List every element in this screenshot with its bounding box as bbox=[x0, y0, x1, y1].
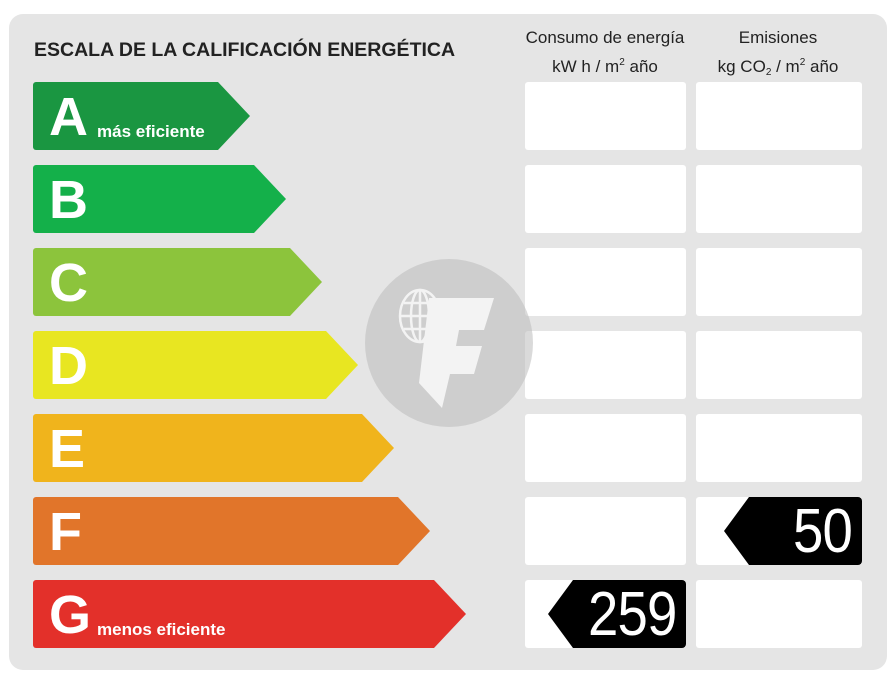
energy-column-unit: kW h / m2 año bbox=[552, 57, 658, 76]
emissions-value: 50 bbox=[793, 497, 853, 566]
rating-letter-c: C bbox=[49, 253, 88, 313]
energy-cell-a bbox=[525, 82, 686, 150]
emissions-cell-g bbox=[696, 580, 862, 648]
energy-cell-b bbox=[525, 165, 686, 233]
emissions-cell-a bbox=[696, 82, 862, 150]
energy-cell-f bbox=[525, 497, 686, 565]
energy-cell-d bbox=[525, 331, 686, 399]
page-title: ESCALA DE LA CALIFICACIÓN ENERGÉTICA bbox=[34, 39, 456, 61]
rating-bar-f: F bbox=[33, 497, 430, 565]
rating-letter-b: B bbox=[49, 170, 88, 230]
rating-note-g: menos eficiente bbox=[97, 620, 226, 639]
energy-value-badge: 259 bbox=[548, 580, 686, 648]
emissions-column-header: Emisiones kg CO2 / m2 año bbox=[694, 25, 862, 85]
rating-bar-b: B bbox=[33, 165, 286, 233]
emissions-cell-e bbox=[696, 414, 862, 482]
emissions-value-badge: 50 bbox=[724, 497, 862, 565]
emissions-cell-c bbox=[696, 248, 862, 316]
rating-letter-a: A bbox=[49, 87, 88, 147]
rating-bar-d: D bbox=[33, 331, 358, 399]
energy-cell-c bbox=[525, 248, 686, 316]
emissions-cell-b bbox=[696, 165, 862, 233]
energy-value: 259 bbox=[587, 580, 677, 649]
rating-note-a: más eficiente bbox=[97, 122, 205, 141]
emissions-column-unit: kg CO2 / m2 año bbox=[717, 57, 839, 78]
energy-column-header: Consumo de energía kW h / m2 año bbox=[517, 25, 693, 79]
energy-column-title: Consumo de energía bbox=[525, 28, 685, 47]
emissions-column-title: Emisiones bbox=[738, 28, 818, 47]
energy-cell-e bbox=[525, 414, 686, 482]
rating-letter-f: F bbox=[49, 502, 82, 562]
emissions-cell-d bbox=[696, 331, 862, 399]
rating-bar-c: C bbox=[33, 248, 322, 316]
rating-letter-e: E bbox=[49, 419, 86, 479]
rating-letter-d: D bbox=[49, 336, 88, 396]
globe-letter-f-logo bbox=[365, 259, 533, 427]
rating-bar-e: E bbox=[33, 414, 394, 482]
rating-letter-g: G bbox=[49, 585, 92, 645]
